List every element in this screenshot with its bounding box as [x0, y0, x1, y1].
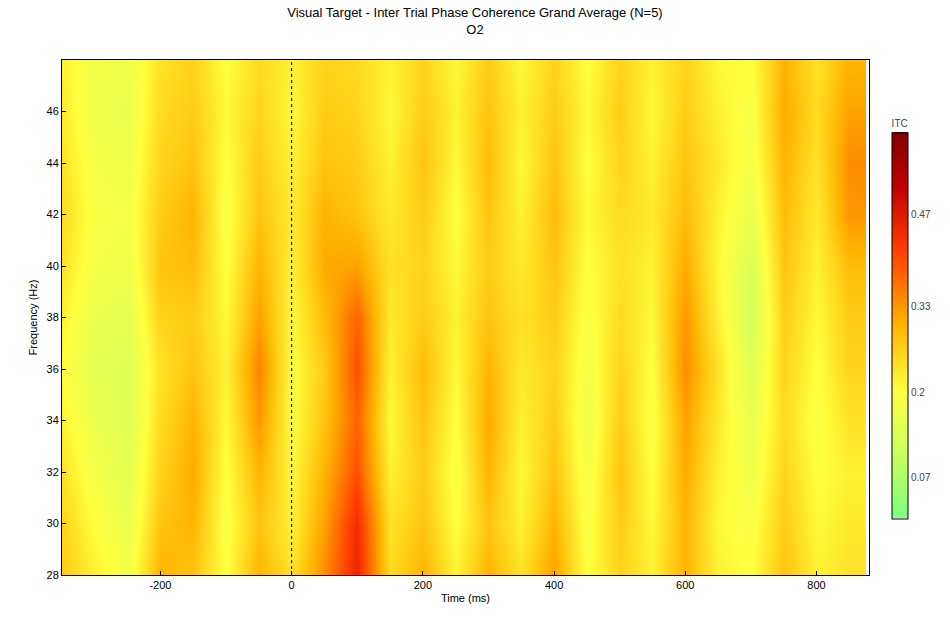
svg-text:0.2: 0.2	[911, 387, 925, 398]
svg-text:600: 600	[676, 579, 694, 591]
svg-text:42: 42	[47, 208, 59, 220]
svg-text:46: 46	[47, 105, 59, 117]
svg-text:200: 200	[414, 579, 432, 591]
svg-text:40: 40	[47, 260, 59, 272]
svg-text:400: 400	[545, 579, 563, 591]
svg-text:-200: -200	[149, 579, 171, 591]
svg-text:Visual Target - Inter Trial Ph: Visual Target - Inter Trial Phase Cohere…	[287, 5, 662, 37]
svg-text:Frequency (Hz): Frequency (Hz)	[27, 280, 39, 356]
svg-text:800: 800	[807, 579, 825, 591]
svg-text:32: 32	[47, 466, 59, 478]
svg-text:44: 44	[47, 157, 59, 169]
svg-text:30: 30	[47, 517, 59, 529]
svg-text:Time (ms): Time (ms)	[441, 592, 490, 604]
svg-text:0.33: 0.33	[911, 301, 931, 312]
svg-text:ITC: ITC	[892, 118, 908, 129]
svg-text:34: 34	[47, 414, 59, 426]
svg-text:0.47: 0.47	[911, 209, 931, 220]
svg-text:0.07: 0.07	[911, 472, 931, 483]
svg-text:36: 36	[47, 363, 59, 375]
svg-text:38: 38	[47, 311, 59, 323]
svg-text:0: 0	[289, 579, 295, 591]
svg-text:28: 28	[47, 569, 59, 581]
